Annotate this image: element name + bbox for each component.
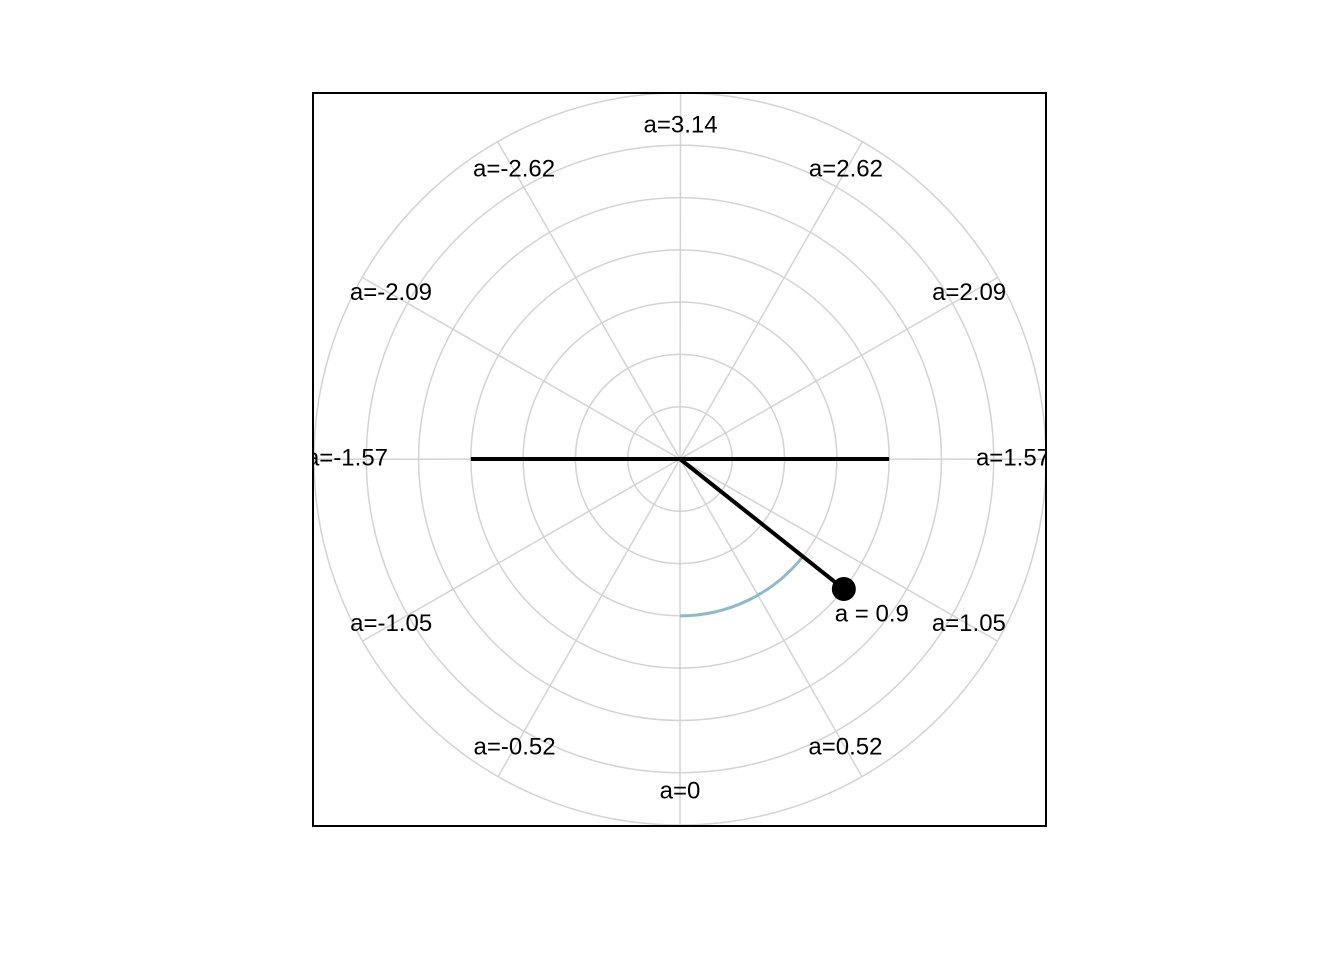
grid-spoke [679, 458, 863, 777]
panel-border [312, 92, 1047, 827]
grid-spoke [361, 276, 681, 460]
angle-tick-label: a=0.52 [808, 733, 882, 760]
angle-tick-label: a=2.62 [809, 156, 883, 183]
angle-tick-label: a=-2.62 [473, 156, 555, 183]
grid-spoke [497, 458, 681, 777]
grid-spoke [496, 141, 681, 460]
angle-tick-label: a=-2.09 [350, 279, 432, 306]
angle-tick-label: a=2.09 [932, 279, 1006, 306]
grid-spoke [679, 458, 998, 642]
angle-tick-label: a=1.57 [976, 445, 1050, 472]
grid-spoke [679, 276, 999, 460]
angle-tick-label: a=0 [660, 777, 701, 804]
grid-spoke [679, 141, 864, 460]
grid-spoke [679, 93, 682, 460]
angle-arc [679, 555, 805, 618]
angle-tick-label: a=-1.05 [350, 610, 432, 637]
angle-tick-label: a=-0.52 [473, 733, 555, 760]
angle-tick-label: a=-1.57 [306, 445, 388, 472]
grid-spoke [362, 458, 681, 642]
angle-point [831, 577, 856, 602]
annotation: a = 0.9 [835, 600, 909, 627]
angle-tick-label: a=3.14 [643, 111, 717, 138]
angle-tick-label: a=1.05 [932, 610, 1006, 637]
angle-line [678, 457, 846, 591]
plot-area: a=0 a=0.52 a=1.05 a=1.57 a=2.09 a=2.62 a=3.14 a… [306, 93, 1050, 826]
